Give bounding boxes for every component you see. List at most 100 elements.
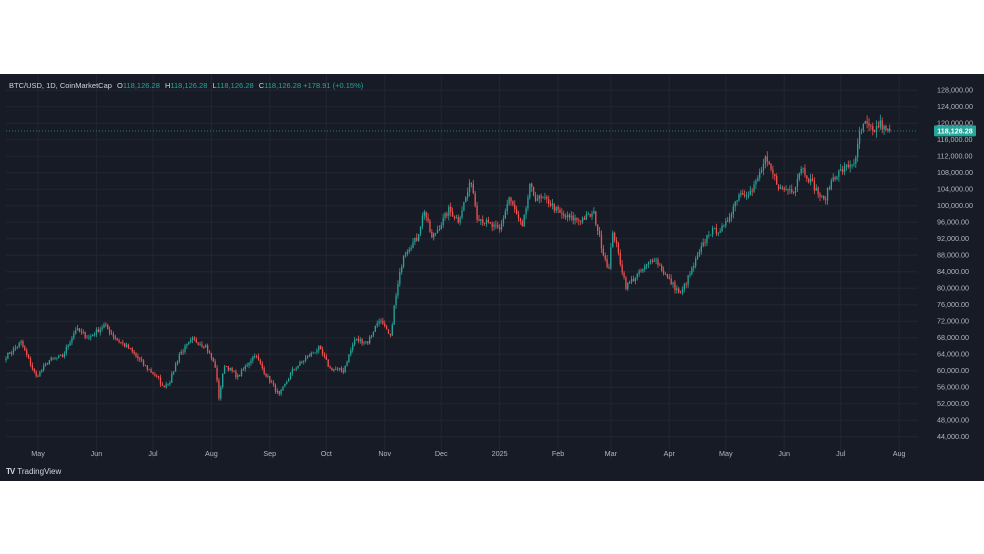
candle <box>401 264 403 275</box>
candle-body <box>858 131 861 144</box>
candle-body <box>271 382 273 384</box>
candle-body <box>287 378 290 382</box>
candle-body <box>295 368 297 370</box>
candle <box>766 151 768 167</box>
candle-body <box>320 345 322 350</box>
candle <box>431 229 433 238</box>
candle-body <box>781 187 783 189</box>
candle-body <box>61 354 64 357</box>
candle <box>191 336 194 344</box>
candle-body <box>529 183 531 198</box>
candle <box>559 207 561 214</box>
candle <box>444 212 446 221</box>
x-tick-label: Jul <box>836 449 846 458</box>
candle-body <box>664 273 667 275</box>
candle-body <box>220 387 222 399</box>
candle-body <box>161 384 164 386</box>
candle-body <box>440 225 442 230</box>
candle <box>676 285 678 294</box>
candle <box>681 286 684 296</box>
candle-body <box>312 352 314 354</box>
candle <box>723 224 725 228</box>
y-tick-label: 84,000.00 <box>937 267 969 276</box>
tradingview-attribution[interactable]: TV TradingView <box>6 467 61 476</box>
candle-body <box>414 237 416 243</box>
candle-body <box>325 356 327 360</box>
candle <box>826 187 829 205</box>
x-tick-label: Feb <box>552 449 564 458</box>
candle <box>63 351 66 359</box>
candle <box>638 268 640 277</box>
candle <box>197 342 199 346</box>
candle-body <box>48 360 50 365</box>
candle <box>536 194 539 202</box>
candle-body <box>721 225 723 232</box>
candle-body <box>736 200 738 202</box>
candle <box>404 251 407 258</box>
candle <box>244 364 246 372</box>
candle-body <box>63 353 66 357</box>
candle <box>515 205 518 215</box>
candle <box>450 202 452 217</box>
candle-body <box>425 211 427 218</box>
symbol-legend: BTC/USD, 1D, CoinMarketCap O118,126.28 H… <box>9 81 363 90</box>
candle <box>787 188 789 196</box>
time-axis[interactable]: May Jun Jul Aug Sep Oct Nov Dec 2025 Feb Mar Apr May… <box>31 449 905 458</box>
price-chart[interactable]: 44,000.00 48,000.00 52,000.00 56,000.00 60,0… <box>0 74 984 481</box>
candle-body <box>813 181 816 191</box>
chart-panel[interactable]: 44,000.00 48,000.00 52,000.00 56,000.00 60,0… <box>0 74 984 481</box>
candle <box>24 345 26 352</box>
candle-body <box>342 370 344 373</box>
candle <box>534 191 537 203</box>
candle <box>31 362 34 371</box>
candle <box>527 194 529 212</box>
candle <box>173 371 175 376</box>
candle-body <box>768 161 770 164</box>
candle <box>178 351 181 364</box>
candle <box>95 327 98 337</box>
candle-body <box>238 375 241 376</box>
candle-body <box>365 341 367 343</box>
candle-body <box>566 214 569 218</box>
candle-body <box>881 120 883 130</box>
x-tick-label: Nov <box>378 449 391 458</box>
candle <box>206 343 209 354</box>
candle-body <box>517 214 520 218</box>
candle <box>578 218 580 226</box>
candle <box>263 365 265 376</box>
candle-body <box>632 279 635 282</box>
candle <box>589 213 591 218</box>
candle-body <box>493 224 495 227</box>
x-tick-label: 2025 <box>492 449 508 458</box>
candle-body <box>374 325 376 332</box>
candle <box>10 350 13 357</box>
candle <box>150 367 152 374</box>
candle-body <box>301 361 303 363</box>
candle <box>646 263 648 270</box>
candle <box>489 221 491 224</box>
candle <box>734 200 736 212</box>
candle <box>857 138 859 162</box>
candle-body <box>508 197 510 205</box>
candle <box>604 252 606 262</box>
candle <box>418 233 420 242</box>
candle-body <box>218 380 220 399</box>
candle <box>792 191 795 195</box>
candle <box>397 280 399 299</box>
candle <box>476 201 478 223</box>
candle <box>687 275 689 288</box>
candle-body <box>646 264 648 266</box>
candle-body <box>717 232 719 234</box>
price-axis[interactable]: 44,000.00 48,000.00 52,000.00 56,000.00 60,0… <box>918 74 984 460</box>
candle-body <box>308 355 311 357</box>
change-value: +178.91 (+0.15%) <box>303 81 364 90</box>
candle <box>817 186 819 199</box>
candle-body <box>619 252 621 265</box>
candle <box>267 373 269 379</box>
candle <box>223 364 226 374</box>
candle <box>732 203 734 219</box>
candle <box>33 367 35 374</box>
candle-body <box>363 342 365 344</box>
candle-body <box>110 333 113 335</box>
candle-body <box>823 195 825 200</box>
